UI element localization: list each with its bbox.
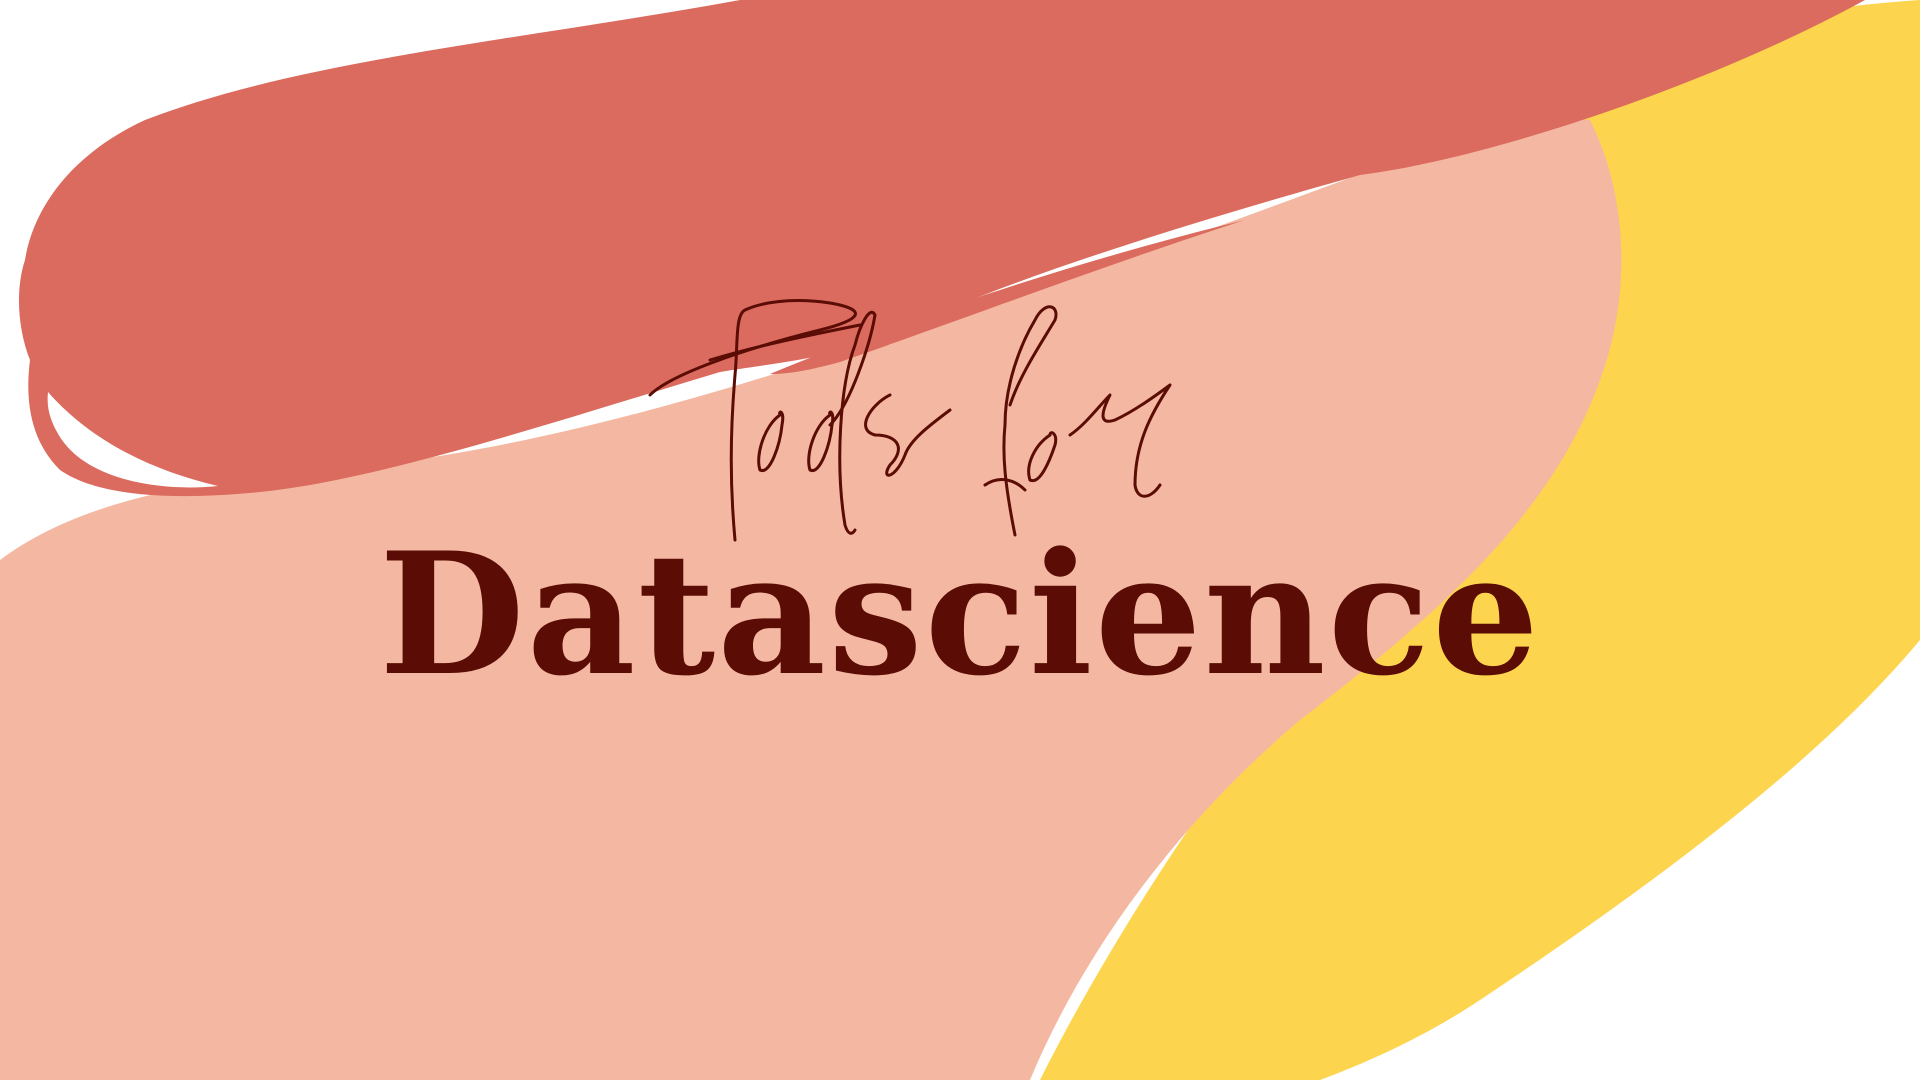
coral-brush-stroke: [18, 0, 1865, 497]
peach-brush-stroke: [0, 119, 1622, 1080]
main-title: Datascience: [379, 515, 1541, 713]
coral-thin-streak: [770, 220, 1245, 374]
script-title-handwriting: [648, 299, 1172, 542]
white-swoosh: [47, 392, 219, 488]
